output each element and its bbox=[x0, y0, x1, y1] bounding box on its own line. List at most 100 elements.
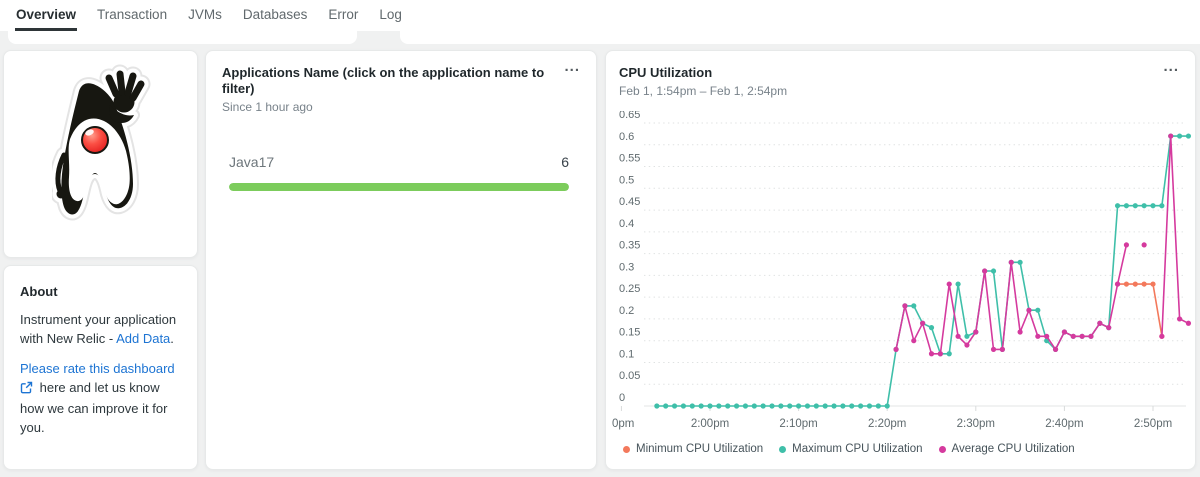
cpu-line-chart: 0.65 0.6 0.55 0.5 0.45 0.4 0.35 0.3 0.25 0.2 0.15 0… bbox=[612, 111, 1192, 430]
about-paragraph-2: Please rate this dashboard here and let … bbox=[20, 359, 181, 437]
data-point bbox=[1185, 320, 1192, 326]
data-point bbox=[946, 281, 952, 287]
data-point bbox=[769, 403, 775, 409]
data-point bbox=[663, 403, 669, 409]
data-point bbox=[1141, 281, 1147, 287]
y-axis-label: 0.65 bbox=[619, 111, 640, 121]
tab-overview[interactable]: Overview bbox=[15, 7, 78, 31]
tab-error[interactable]: Error bbox=[328, 7, 359, 22]
data-point bbox=[1123, 242, 1130, 248]
x-axis-label: 2:00pm bbox=[691, 418, 729, 430]
data-point bbox=[973, 329, 979, 335]
data-point bbox=[999, 346, 1005, 352]
java-duke-mascot bbox=[52, 64, 151, 221]
data-point bbox=[831, 403, 837, 409]
about-card: About Instrument your application with N… bbox=[3, 265, 198, 470]
external-link-icon[interactable] bbox=[20, 380, 33, 399]
data-point bbox=[1070, 333, 1076, 339]
legend-label: Average CPU Utilization bbox=[951, 443, 1075, 455]
y-axis-label: 0.55 bbox=[619, 153, 640, 165]
data-point bbox=[742, 403, 749, 409]
data-point bbox=[1044, 333, 1050, 339]
data-point bbox=[1061, 329, 1067, 335]
y-axis-label: 0.6 bbox=[619, 131, 634, 143]
data-point bbox=[964, 342, 970, 348]
data-point bbox=[1185, 133, 1192, 139]
data-point bbox=[1168, 133, 1174, 139]
about-text-1: Instrument your application with New Rel… bbox=[20, 312, 177, 346]
data-point bbox=[1132, 281, 1138, 287]
legend-label: Maximum CPU Utilization bbox=[792, 443, 923, 455]
applications-card-title: Applications Name (click on the applicat… bbox=[222, 65, 545, 96]
legend-item-minimum[interactable]: Minimum CPU Utilization bbox=[623, 443, 763, 455]
cpu-card-title: CPU Utilization bbox=[619, 65, 713, 80]
x-axis-label: 0pm bbox=[612, 418, 634, 430]
data-point bbox=[813, 403, 819, 409]
data-point bbox=[1017, 259, 1023, 265]
tab-jvms[interactable]: JVMs bbox=[188, 7, 222, 22]
data-point bbox=[866, 403, 873, 409]
data-point bbox=[1088, 333, 1094, 339]
tabs-row: Overview Transaction JVMs Databases Error Log bbox=[0, 0, 1200, 31]
data-point bbox=[990, 346, 997, 352]
data-point bbox=[884, 403, 890, 409]
y-axis-label: 0.35 bbox=[619, 240, 640, 252]
data-point bbox=[1141, 242, 1147, 248]
data-point bbox=[858, 403, 864, 409]
tab-transaction[interactable]: Transaction bbox=[97, 7, 168, 22]
applications-card: Applications Name (click on the applicat… bbox=[205, 50, 597, 470]
data-point bbox=[990, 268, 997, 274]
data-point bbox=[1079, 333, 1085, 339]
about-text-period: . bbox=[170, 331, 174, 346]
data-point bbox=[1176, 133, 1183, 139]
x-axis-label: 2:20pm bbox=[868, 418, 906, 430]
y-axis-label: 0.4 bbox=[619, 218, 634, 230]
data-point bbox=[822, 403, 828, 409]
data-point bbox=[937, 351, 943, 357]
legend-label: Minimum CPU Utilization bbox=[636, 443, 764, 455]
rate-dashboard-link[interactable]: Please rate this dashboard bbox=[20, 361, 175, 376]
about-paragraph-1: Instrument your application with New Rel… bbox=[20, 310, 181, 348]
add-data-link[interactable]: Add Data bbox=[116, 331, 171, 346]
data-point bbox=[1150, 203, 1156, 209]
data-point bbox=[1114, 281, 1121, 287]
card-menu-button[interactable]: ... bbox=[564, 58, 580, 75]
header-clipped-panel-left bbox=[8, 31, 357, 44]
data-point bbox=[840, 403, 846, 409]
data-point bbox=[787, 403, 793, 409]
data-point bbox=[689, 403, 695, 409]
data-point bbox=[1052, 346, 1059, 352]
data-point bbox=[849, 403, 855, 409]
legend-dot bbox=[938, 445, 946, 453]
applications-bar-list: Java17 6 bbox=[222, 154, 580, 191]
tab-databases[interactable]: Databases bbox=[242, 7, 308, 22]
application-row-java17[interactable]: Java17 6 bbox=[222, 154, 580, 191]
data-point bbox=[778, 403, 784, 409]
data-point bbox=[751, 403, 757, 409]
data-point bbox=[1123, 203, 1130, 209]
y-axis-label: 0.3 bbox=[619, 261, 634, 273]
legend-item-average[interactable]: Average CPU Utilization bbox=[938, 443, 1075, 455]
data-point bbox=[760, 403, 766, 409]
data-point bbox=[982, 268, 988, 274]
data-point bbox=[707, 403, 713, 409]
legend-item-maximum[interactable]: Maximum CPU Utilization bbox=[779, 443, 923, 455]
y-axis-label: 0.45 bbox=[619, 196, 640, 208]
data-point bbox=[920, 320, 926, 326]
y-axis-label: 0.15 bbox=[619, 327, 640, 339]
x-axis-label: 2:10pm bbox=[779, 418, 817, 430]
legend-dot bbox=[623, 445, 630, 453]
y-axis-label: 0 bbox=[619, 392, 625, 404]
tab-log[interactable]: Log bbox=[379, 7, 402, 22]
application-name[interactable]: Java17 bbox=[229, 154, 275, 170]
data-point bbox=[1008, 259, 1014, 265]
data-point bbox=[1132, 203, 1138, 209]
about-title: About bbox=[20, 284, 58, 299]
data-point bbox=[671, 403, 678, 409]
x-axis-label: 2:50pm bbox=[1134, 418, 1172, 430]
data-point bbox=[716, 403, 722, 409]
data-point bbox=[911, 303, 917, 309]
data-point bbox=[928, 325, 935, 331]
card-menu-button[interactable]: ... bbox=[1163, 58, 1179, 75]
